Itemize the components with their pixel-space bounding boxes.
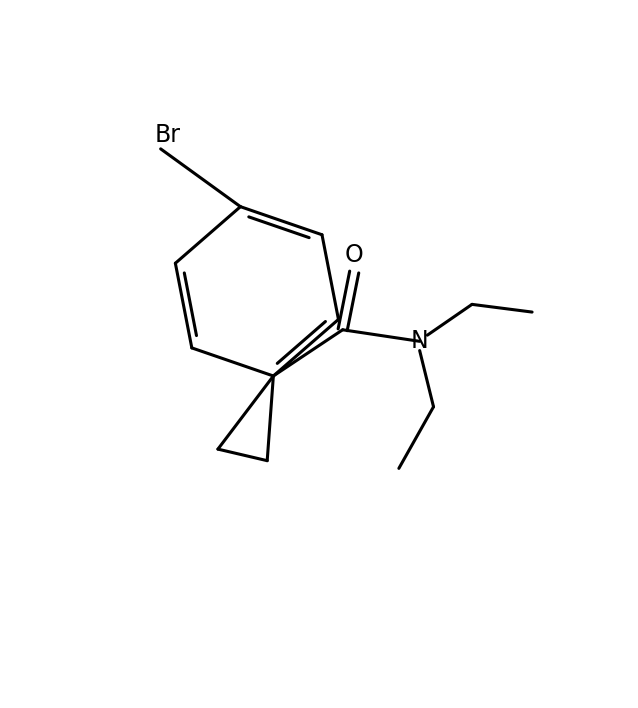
Text: Br: Br [154,123,181,147]
Text: N: N [411,329,429,353]
Text: O: O [345,243,364,267]
